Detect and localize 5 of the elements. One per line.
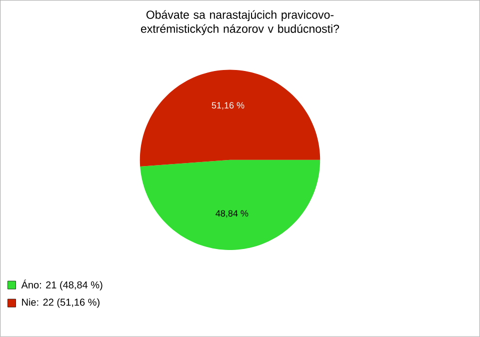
data-label: 51,16 % — [212, 102, 244, 110]
chart-title: Obávate sa narastajúcich pravicovo-extrémistických názorov v budúcnosti? — [140, 10, 340, 36]
legend-label: Áno: 21 (48,84 %) — [21, 280, 102, 291]
legend-label: Nie: 22 (51,16 %) — [22, 298, 100, 308]
data-label: 48,84 % — [216, 210, 248, 218]
